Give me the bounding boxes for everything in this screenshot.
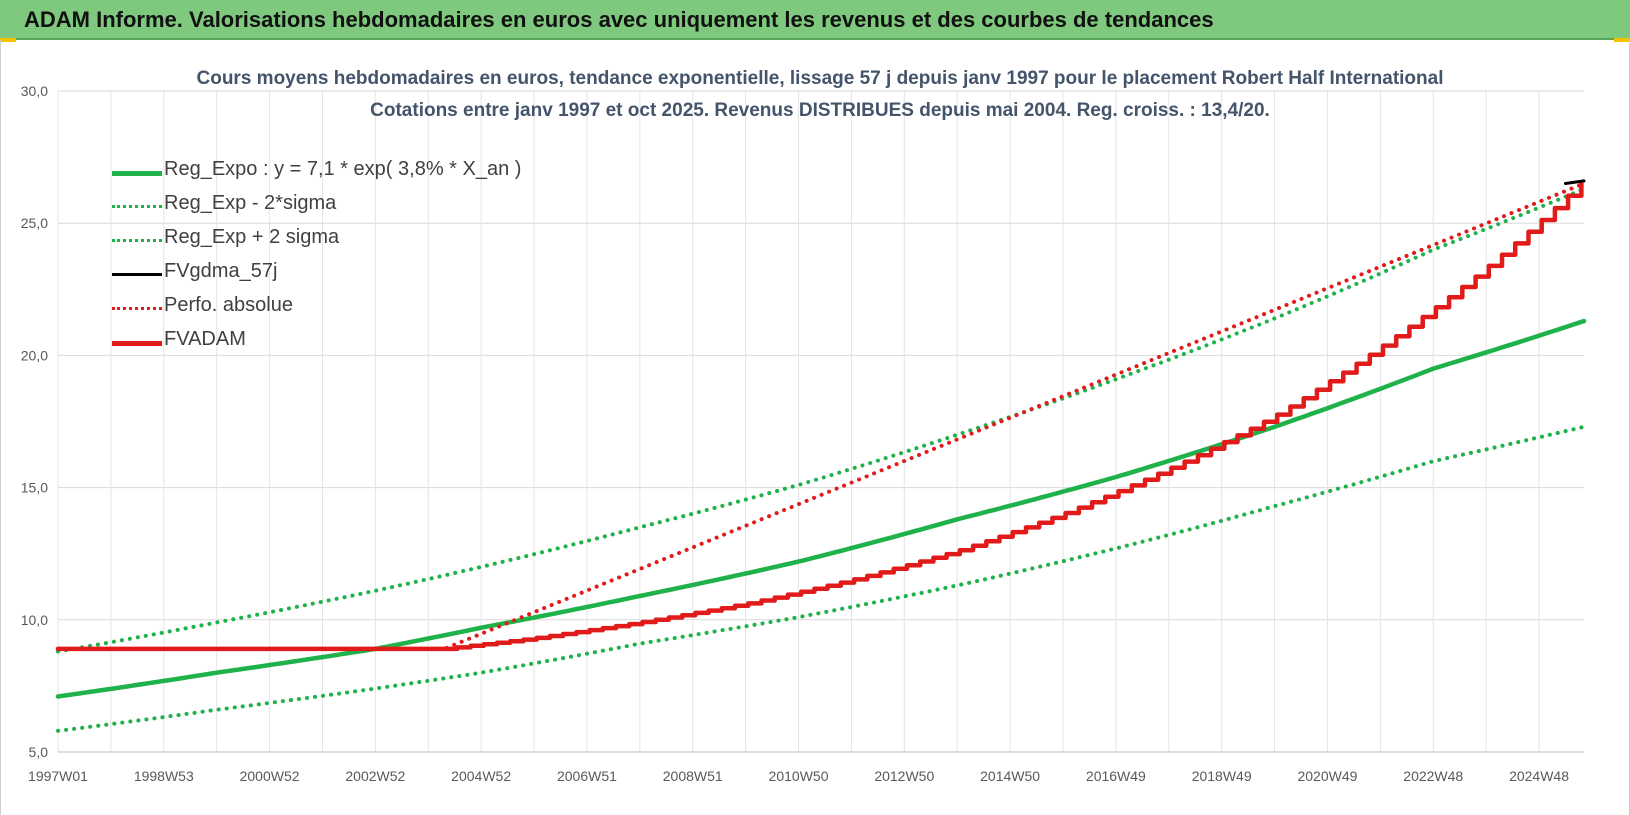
x-tick-label: 2010W50 bbox=[769, 768, 829, 784]
header-banner: ADAM Informe. Valorisations hebdomadaire… bbox=[0, 0, 1630, 40]
corner-mark-top-right bbox=[1614, 38, 1630, 42]
grid-lines bbox=[57, 90, 1584, 753]
x-tick-label: 2022W48 bbox=[1403, 768, 1463, 784]
x-tick-label: 1998W53 bbox=[134, 768, 194, 784]
y-tick-label: 25,0 bbox=[21, 215, 48, 231]
series-line-reg-exp-plus bbox=[56, 186, 1586, 654]
legend-swatch-reg-expo bbox=[112, 171, 162, 176]
x-axis-ticks: 1997W01 1998W53 2000W52 2002W52 2004W52 2006W… bbox=[28, 768, 1569, 784]
series-line-reg-expo bbox=[55, 318, 1587, 699]
x-tick-label: 2002W52 bbox=[345, 768, 405, 784]
x-tick-label: 2018W49 bbox=[1192, 768, 1252, 784]
x-tick-label: 2016W49 bbox=[1086, 768, 1146, 784]
corner-mark-top-left bbox=[0, 38, 16, 42]
x-tick-label: 1997W01 bbox=[28, 768, 88, 784]
legend-label: Perfo. absolue bbox=[164, 294, 293, 316]
x-tick-label: 2014W50 bbox=[980, 768, 1040, 784]
x-tick-label: 2000W52 bbox=[240, 768, 300, 784]
series-line-fvadam bbox=[55, 181, 1584, 652]
legend-label: Reg_Exp + 2 sigma bbox=[164, 226, 340, 248]
header-title: ADAM Informe. Valorisations hebdomadaire… bbox=[24, 7, 1214, 32]
x-tick-label: 2006W51 bbox=[557, 768, 617, 784]
legend-label: Reg_Exp - 2*sigma bbox=[164, 192, 337, 214]
legend-swatch-reg-exp-plus bbox=[112, 239, 162, 242]
y-tick-label: 20,0 bbox=[21, 347, 48, 363]
legend-swatch-fvadam bbox=[112, 341, 162, 346]
series-lines bbox=[55, 179, 1587, 733]
chart-title: Cours moyens hebdomadaires en euros, ten… bbox=[196, 68, 1444, 89]
series-line-fvgdma bbox=[1564, 179, 1586, 185]
x-tick-label: 2004W52 bbox=[451, 768, 511, 784]
legend-label: FVgdma_57j bbox=[164, 260, 278, 282]
y-tick-label: 30,0 bbox=[21, 83, 48, 99]
series-line-perfo bbox=[56, 181, 1586, 651]
series-line-reg-exp-minus bbox=[56, 424, 1586, 733]
y-axis-ticks: 5,0 10,0 15,0 20,0 25,0 30,0 bbox=[21, 83, 48, 760]
x-tick-label: 2024W48 bbox=[1509, 768, 1569, 784]
x-tick-label: 2012W50 bbox=[874, 768, 934, 784]
x-tick-label: 2008W51 bbox=[663, 768, 723, 784]
y-tick-label: 15,0 bbox=[21, 480, 48, 496]
chart-subtitle: Cotations entre janv 1997 et oct 2025. R… bbox=[370, 100, 1270, 121]
legend-swatch-reg-exp-minus bbox=[112, 205, 162, 208]
legend-swatch-fvgdma bbox=[112, 273, 162, 276]
x-tick-label: 2020W49 bbox=[1297, 768, 1357, 784]
y-tick-label: 5,0 bbox=[29, 744, 49, 760]
legend-label: Reg_Expo : y = 7,1 * exp( 3,8% * X_an ) bbox=[164, 158, 522, 180]
legend-label: FVADAM bbox=[164, 328, 246, 350]
y-tick-label: 10,0 bbox=[21, 612, 48, 628]
legend-swatch-perfo bbox=[112, 307, 162, 310]
